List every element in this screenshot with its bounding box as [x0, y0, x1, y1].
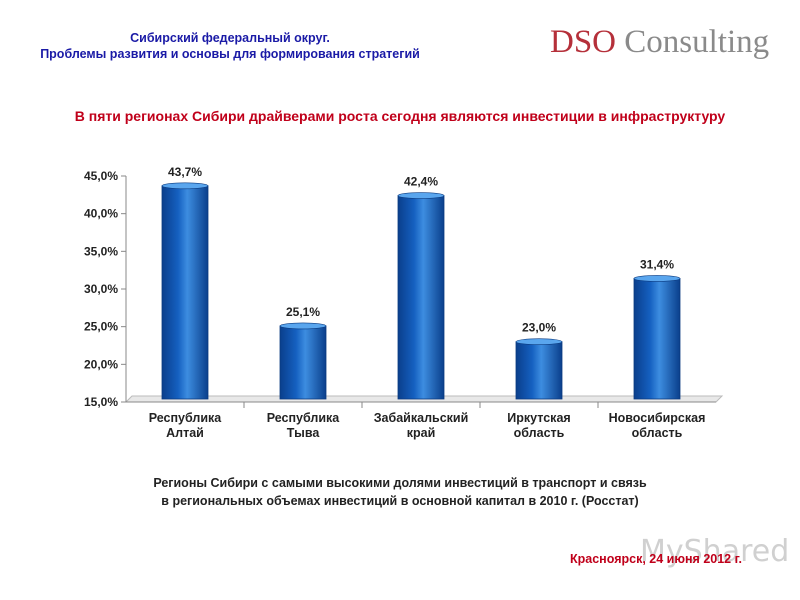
headline: В пяти регионах Сибири драйверами роста …: [74, 108, 726, 124]
header-line-2: Проблемы развития и основы для формирова…: [40, 47, 420, 61]
category-label: Тыва: [287, 426, 321, 440]
y-tick-label: 40,0%: [84, 207, 118, 221]
caption-line-2: в региональных объемах инвестиций в осно…: [161, 494, 639, 508]
category-label: Республика: [149, 411, 223, 425]
category-label: область: [632, 426, 683, 440]
data-label: 42,4%: [404, 175, 438, 189]
bar-chart: 15,0% 20,0% 25,0% 30,0% 35,0% 40,0% 45,0% 43,7%…: [84, 165, 724, 440]
caption-line-1: Регионы Сибири с самыми высокими долями …: [153, 476, 647, 490]
category-label: Алтай: [166, 426, 204, 440]
y-tick-label: 35,0%: [84, 244, 118, 258]
logo-part-2: Consulting: [624, 24, 770, 60]
category-label: Забайкальский: [374, 411, 469, 425]
bar: [515, 341, 563, 400]
category-label: край: [407, 426, 436, 440]
category-label: область: [514, 426, 565, 440]
logo-part-1: DSO: [550, 24, 617, 60]
bar-top-cap: [515, 338, 563, 346]
category-label: Иркутская: [507, 411, 570, 425]
category-label: Республика: [267, 411, 341, 425]
bar-top-cap: [397, 192, 445, 199]
header-line-1: Сибирский федеральный округ.: [130, 31, 330, 45]
data-label: 43,7%: [168, 165, 202, 179]
data-label: 23,0%: [522, 321, 556, 335]
y-tick-label: 30,0%: [84, 282, 118, 296]
data-label: 31,4%: [640, 257, 674, 271]
y-tick-label: 15,0%: [84, 395, 118, 409]
watermark: MyShared: [640, 534, 790, 569]
bar: [397, 195, 445, 400]
y-tick-label: 20,0%: [84, 357, 118, 371]
footer-location-date: Красноярск, 24 июня 2012 г.: [570, 552, 743, 566]
header-title: Сибирский федеральный округ. Проблемы ра…: [20, 30, 440, 62]
data-label: 25,1%: [286, 305, 320, 319]
dso-consulting-logo: DSO Consulting: [550, 22, 769, 62]
y-tick-label: 25,0%: [84, 320, 118, 334]
bar-top-cap: [161, 182, 209, 190]
bar: [161, 185, 209, 400]
chart-caption: Регионы Сибири с самыми высокими долями …: [60, 474, 740, 510]
y-tick-label: 45,0%: [84, 169, 118, 183]
bar: [633, 278, 681, 400]
bar-top-cap: [279, 322, 327, 330]
bar: [279, 325, 327, 400]
category-label: Новосибирская: [609, 411, 706, 425]
bar-top-cap: [633, 275, 681, 282]
